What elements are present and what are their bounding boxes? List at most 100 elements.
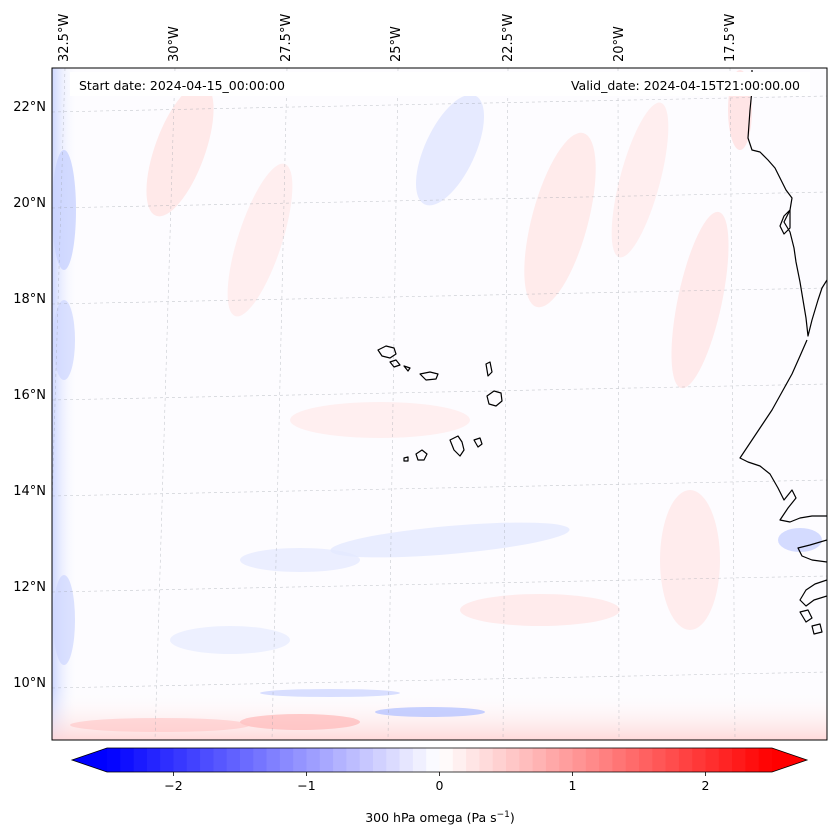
lat-label: 20°N — [13, 196, 46, 211]
red-blob — [240, 714, 360, 730]
lon-label: 25°W — [389, 26, 404, 62]
colorbar-cell — [333, 748, 347, 772]
colorbar-cell — [133, 748, 148, 772]
colorbar-cell — [253, 748, 268, 772]
lon-label: 30°W — [167, 26, 182, 62]
lon-label: 22.5°W — [501, 14, 516, 62]
lon-label: 27.5°W — [279, 14, 294, 62]
colorbar-cell — [599, 748, 613, 772]
colorbar-cell — [506, 748, 520, 772]
island-bijagos — [811, 623, 823, 635]
coast-inlet — [779, 209, 791, 235]
red-blob — [611, 102, 669, 258]
colorbar-cell — [120, 748, 135, 772]
colorbar-cell — [718, 748, 733, 772]
colorbar-cell — [466, 748, 480, 772]
colorbar-ticks: −2 −1 0 1 2 — [164, 772, 709, 793]
island-maio — [473, 437, 483, 448]
colorbar-cell — [186, 748, 201, 772]
island-sao-vicente — [389, 359, 401, 368]
blue-blob — [375, 707, 485, 717]
colorbar-outline — [70, 747, 809, 773]
blue-blob — [53, 300, 75, 380]
colorbar-cell — [732, 748, 746, 772]
gridline — [387, 68, 399, 740]
colorbar-cell — [412, 748, 427, 772]
colorbar-cell — [625, 748, 640, 772]
lat-label: 16°N — [13, 388, 46, 403]
red-blob — [660, 490, 720, 630]
omega-field — [52, 68, 827, 740]
red-blob — [671, 211, 729, 389]
colorbar-cell — [692, 748, 707, 772]
colorbar-cell — [213, 748, 228, 772]
blue-blob — [778, 528, 822, 552]
lat-label: 22°N — [13, 100, 46, 115]
island-boa-vista — [486, 390, 503, 407]
island-bijagos — [799, 609, 813, 623]
header-band — [70, 72, 810, 96]
island-santiago — [449, 435, 465, 457]
gridline — [617, 68, 620, 740]
colorbar-cell — [293, 748, 308, 772]
colorbar-cell — [306, 748, 321, 772]
colorbar-cell — [426, 748, 441, 772]
lon-label: 17.5°W — [723, 14, 738, 62]
lat-label: 14°N — [13, 484, 46, 499]
colorbar-cell — [240, 748, 254, 772]
colorbar-cell — [439, 748, 454, 772]
gridline — [502, 68, 509, 740]
colorbar-cell — [479, 748, 494, 772]
colorbar-cell — [758, 748, 773, 772]
island-sao-nicolau — [419, 371, 439, 381]
start-date-label: Start date: 2024-04-15_00:00:00 — [79, 78, 285, 93]
colorbar-cell — [226, 748, 241, 772]
latitude-labels: 22°N 20°N 18°N 16°N 14°N 12°N 10°N — [13, 100, 46, 691]
colorbar-extend-low — [72, 748, 107, 772]
colorbar-cell — [545, 748, 560, 772]
blue-blob — [330, 522, 570, 558]
red-blob — [227, 163, 293, 317]
valid-date-label: Valid_date: 2024-04-15T21:00:00.00 — [571, 78, 800, 93]
colorbar-cell — [492, 748, 507, 772]
colorbar-tick-label: −1 — [297, 778, 315, 793]
island-sal — [485, 361, 493, 377]
colorbar-cell — [612, 748, 627, 772]
colorbar-tick-label: 0 — [436, 778, 444, 793]
island-brava — [403, 456, 409, 462]
colorbar-cell — [639, 748, 653, 772]
colorbar-cell — [665, 748, 680, 772]
blue-blob — [240, 548, 360, 572]
colorbar-tick-label: 2 — [702, 778, 710, 793]
blue-blob — [415, 94, 485, 206]
colorbar-cell — [173, 748, 188, 772]
map-panel: Start date: 2024-04-15_00:00:00 Valid_da… — [51, 67, 828, 741]
blue-blob — [170, 626, 290, 654]
lon-label: 32.5°W — [57, 14, 72, 62]
gridline — [271, 68, 288, 740]
colorbar-cell — [266, 748, 281, 772]
colorbar-label: 300 hPa omega (Pa s−1) — [365, 810, 515, 825]
blue-blob — [52, 150, 76, 270]
colorbar-cell — [319, 748, 334, 772]
red-blob — [70, 718, 250, 732]
gridline — [52, 68, 66, 515]
colorbar-cell — [452, 748, 467, 772]
colorbar-cell — [559, 748, 574, 772]
colorbar: −2 −1 0 1 2 300 hPa omega (Pa s−1) — [70, 747, 809, 825]
colorbar-cells — [107, 748, 773, 772]
lon-label: 20°W — [612, 26, 627, 62]
colorbar-cell — [146, 748, 161, 772]
red-blob — [460, 594, 620, 626]
colorbar-cell — [585, 748, 600, 772]
colorbar-cell — [705, 748, 720, 772]
colorbar-cell — [745, 748, 760, 772]
colorbar-cell — [678, 748, 693, 772]
red-blob — [524, 132, 596, 308]
colorbar-cell — [160, 748, 175, 772]
colorbar-tick-label: 1 — [569, 778, 577, 793]
colorbar-cell — [386, 748, 401, 772]
gridline — [154, 68, 176, 740]
colorbar-cell — [399, 748, 414, 772]
